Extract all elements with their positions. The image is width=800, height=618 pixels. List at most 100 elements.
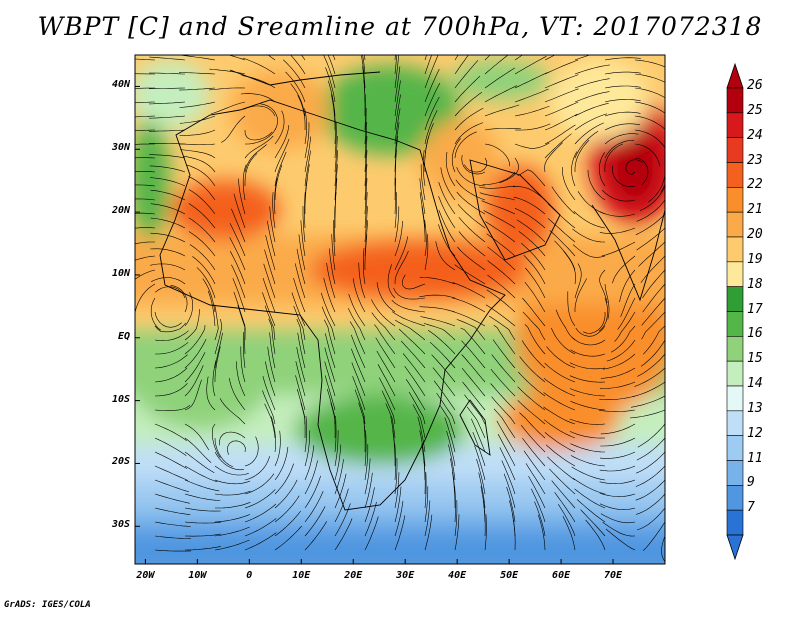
streamline xyxy=(351,348,366,383)
streamline xyxy=(610,325,636,353)
streamline xyxy=(186,164,216,187)
streamline xyxy=(546,346,576,369)
streamline xyxy=(537,514,546,551)
streamline xyxy=(483,500,486,537)
streamline xyxy=(323,277,336,313)
streamline xyxy=(484,128,521,131)
streamline xyxy=(179,115,216,124)
streamline xyxy=(558,504,576,537)
colorbar-swatch xyxy=(726,236,744,263)
streamlines xyxy=(135,55,665,563)
streamline xyxy=(544,59,579,75)
streamline xyxy=(604,57,641,61)
streamline xyxy=(642,521,665,551)
streamline xyxy=(620,283,636,318)
streamline xyxy=(274,510,301,537)
streamline xyxy=(215,502,251,509)
streamline xyxy=(424,514,433,551)
streamline xyxy=(481,200,516,215)
streamline xyxy=(154,367,188,383)
streamline xyxy=(619,269,636,303)
streamline xyxy=(135,157,156,159)
streamline xyxy=(212,360,217,397)
streamline xyxy=(244,456,270,481)
streamline xyxy=(179,55,216,61)
streamline xyxy=(363,248,366,285)
streamline xyxy=(528,475,546,509)
streamline xyxy=(458,231,486,257)
streamline xyxy=(154,437,187,456)
streamline xyxy=(180,149,216,159)
streamline xyxy=(324,347,336,383)
streamline xyxy=(347,308,366,341)
streamline xyxy=(454,485,456,523)
streamline xyxy=(154,423,187,442)
streamline xyxy=(432,367,456,397)
streamline xyxy=(135,255,156,261)
streamline xyxy=(394,458,398,495)
streamline xyxy=(476,458,486,495)
streamline xyxy=(334,459,344,495)
streamline xyxy=(419,294,456,299)
streamline xyxy=(364,107,367,145)
colorbar-swatch xyxy=(726,187,744,213)
streamline xyxy=(419,178,426,215)
streamline xyxy=(135,171,156,173)
streamline xyxy=(352,376,366,411)
streamline xyxy=(274,110,285,145)
streamline xyxy=(229,378,246,411)
streamline xyxy=(154,521,191,527)
streamline xyxy=(379,377,396,411)
streamline xyxy=(285,71,306,103)
streamline xyxy=(304,475,321,509)
streamline xyxy=(348,294,366,327)
streamline xyxy=(512,514,516,551)
streamline xyxy=(569,362,606,370)
streamline xyxy=(214,437,234,468)
streamline xyxy=(244,503,277,523)
streamline xyxy=(244,473,275,495)
streamline xyxy=(525,463,546,495)
streamline xyxy=(148,129,186,132)
streamline xyxy=(543,377,576,397)
streamline xyxy=(188,176,216,201)
streamline xyxy=(521,340,546,369)
streamline xyxy=(438,224,456,257)
streamline xyxy=(454,75,481,103)
streamline xyxy=(242,318,246,355)
field-iran-yellow xyxy=(550,60,650,140)
streamline xyxy=(664,144,665,145)
colorbar-swatch xyxy=(726,137,744,163)
streamline xyxy=(135,58,156,61)
streamline xyxy=(499,447,516,481)
streamline xyxy=(150,189,186,201)
lon-label: 70E xyxy=(604,570,623,581)
streamline xyxy=(371,299,396,327)
streamline xyxy=(364,178,368,215)
streamline xyxy=(184,365,204,397)
colorbar-label: 9 xyxy=(747,475,755,491)
streamline xyxy=(304,136,311,173)
streamline xyxy=(262,390,276,425)
streamline xyxy=(600,513,636,524)
streamline xyxy=(574,103,609,117)
streamline xyxy=(189,244,216,271)
streamline xyxy=(545,444,576,467)
streamline xyxy=(324,361,336,397)
streamline xyxy=(408,391,426,425)
colorbar-swatch xyxy=(726,509,744,536)
streamline xyxy=(377,364,396,397)
streamline xyxy=(331,234,336,271)
streamline xyxy=(486,233,516,257)
colorbar-swatch xyxy=(726,435,744,461)
streamline xyxy=(452,297,486,313)
streamline xyxy=(154,479,190,493)
streamline xyxy=(664,60,665,61)
streamline xyxy=(333,220,336,257)
streamline xyxy=(420,316,456,327)
streamline xyxy=(547,218,576,243)
streamline xyxy=(522,311,546,341)
streamline xyxy=(135,269,156,280)
streamline xyxy=(296,318,306,355)
